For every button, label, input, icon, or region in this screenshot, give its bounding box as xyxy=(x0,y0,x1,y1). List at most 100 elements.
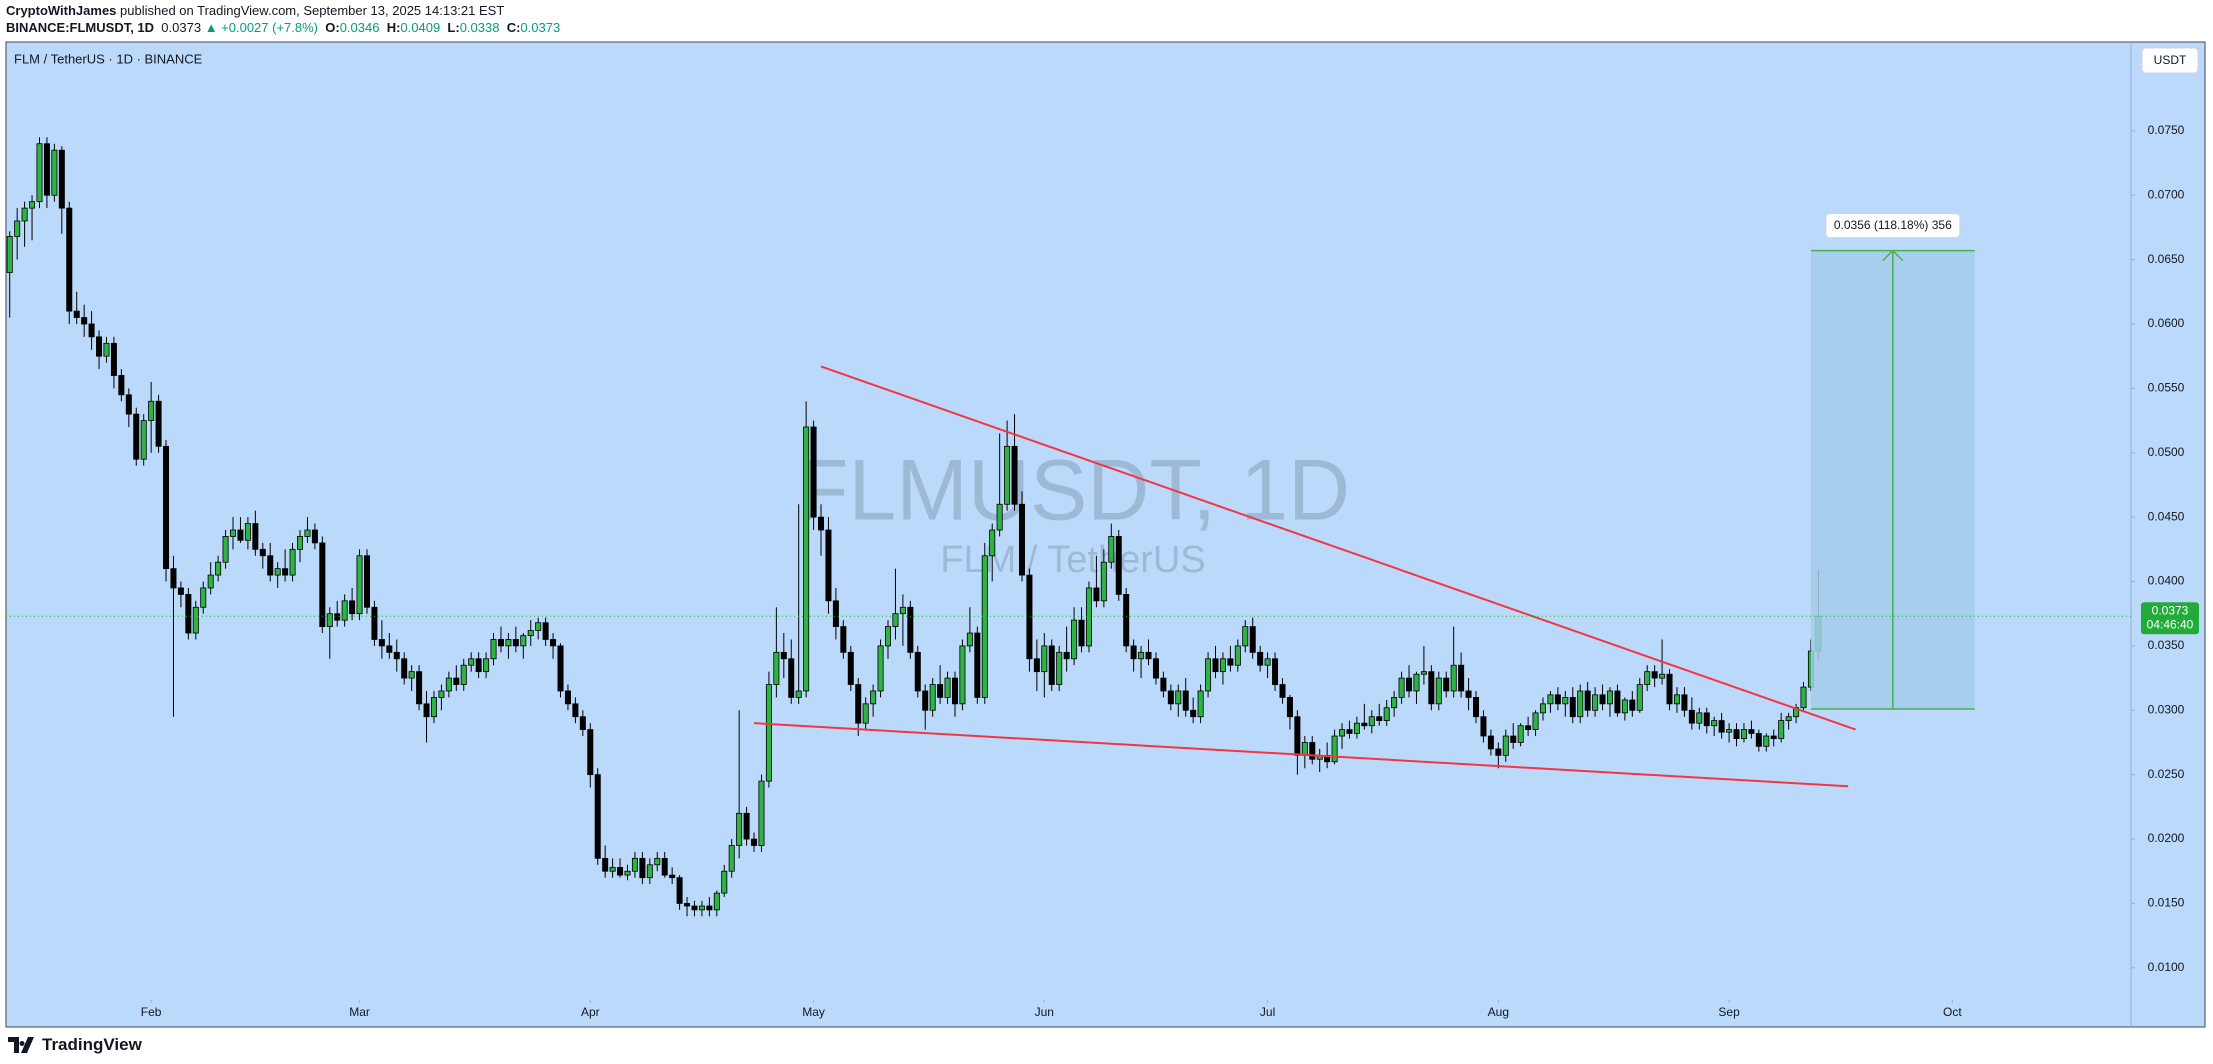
change: ▲ +0.0027 (+7.8%) xyxy=(204,20,319,35)
candle-body xyxy=(311,529,318,544)
candle-body xyxy=(401,658,408,679)
candle-body xyxy=(1763,735,1770,747)
candle-body xyxy=(1167,690,1174,705)
ohlc-line: BINANCE:FLMUSDT, 1D 0.0373 ▲ +0.0027 (+7… xyxy=(6,19,560,36)
candle-body xyxy=(966,632,973,647)
candle-body xyxy=(497,639,504,647)
candle-body xyxy=(885,626,892,647)
x-tick-label: May xyxy=(802,1005,825,1019)
watermark: FLMUSDT, 1D xyxy=(796,443,1350,539)
y-tick-label: 0.0150 xyxy=(2148,896,2185,910)
candle-body xyxy=(468,658,475,666)
candle-body xyxy=(1659,673,1666,679)
candle-body xyxy=(1138,651,1145,660)
candle-body xyxy=(1629,699,1636,711)
candle-body xyxy=(1800,686,1807,709)
candle-body xyxy=(1376,716,1383,721)
candle-body xyxy=(676,877,683,904)
candle-body xyxy=(1614,690,1621,714)
candle-body xyxy=(252,523,259,550)
candle-body xyxy=(736,812,743,846)
candle-body xyxy=(386,645,393,653)
candle-body xyxy=(527,630,534,636)
candle-body xyxy=(1688,709,1695,724)
candle-body xyxy=(483,658,490,673)
plot-area xyxy=(6,137,1975,917)
y-tick-label: 0.0550 xyxy=(2148,381,2185,395)
candle-body xyxy=(1004,445,1011,505)
y-tick-label: 0.0350 xyxy=(2148,638,2185,652)
candle-body xyxy=(818,516,825,531)
candle-body xyxy=(1123,593,1130,647)
candle-body xyxy=(125,394,132,415)
candle-body xyxy=(974,632,981,698)
candle-body xyxy=(1033,658,1040,673)
trend-line xyxy=(753,722,1849,788)
l-value: 0.0338 xyxy=(459,20,500,35)
o-label: O: xyxy=(325,20,340,35)
candle-body xyxy=(6,236,13,273)
candle-body xyxy=(1391,697,1398,709)
candle-body xyxy=(177,587,184,595)
candle-body xyxy=(929,684,936,711)
trend-line xyxy=(820,365,1856,731)
candle-body xyxy=(520,635,527,647)
currency-button[interactable] xyxy=(2141,47,2199,74)
candle-body xyxy=(1606,690,1613,705)
candle-body xyxy=(349,600,356,615)
candle-body xyxy=(1078,619,1085,647)
candle-body xyxy=(1428,671,1435,705)
candle-body xyxy=(1108,536,1115,563)
candle-body xyxy=(1473,697,1480,718)
c-label: C: xyxy=(506,20,521,35)
candle-body xyxy=(341,600,348,621)
candle-body xyxy=(1130,645,1137,660)
candle-body xyxy=(721,870,728,894)
candle-body xyxy=(1510,735,1517,743)
candle-body xyxy=(728,845,735,872)
candle-body xyxy=(1778,720,1785,740)
candle-body xyxy=(1480,716,1487,737)
candle-body xyxy=(832,600,839,627)
candle-body xyxy=(1048,645,1055,685)
candle-body xyxy=(922,690,929,711)
candle-body xyxy=(773,651,780,685)
candle-body xyxy=(1562,697,1569,705)
candle-body xyxy=(1599,694,1606,705)
candle-body xyxy=(1339,729,1346,737)
candle-body xyxy=(1160,677,1167,692)
candle-body xyxy=(475,658,482,673)
candle-body xyxy=(631,857,638,872)
candle-body xyxy=(29,201,36,209)
candle-body xyxy=(1621,699,1628,714)
candle-body xyxy=(1353,722,1360,734)
candle-body xyxy=(1152,658,1159,679)
candle-body xyxy=(1532,712,1539,730)
candle-body xyxy=(706,905,713,911)
candle-body xyxy=(1435,677,1442,705)
x-tick-label: Feb xyxy=(141,1005,162,1019)
o-value: 0.0346 xyxy=(339,20,380,35)
x-tick-label: Mar xyxy=(349,1005,370,1019)
candle-body xyxy=(416,671,423,705)
candle-body xyxy=(1205,658,1212,692)
candle-body xyxy=(334,613,341,621)
currency-label[interactable]: USDT xyxy=(2154,53,2187,67)
candle-body xyxy=(1383,707,1390,721)
candle-body xyxy=(535,622,542,631)
candle-body xyxy=(363,555,370,608)
candle-body xyxy=(1733,729,1740,740)
candle-body xyxy=(609,866,616,872)
candle-body xyxy=(758,780,765,846)
candle-body xyxy=(1286,697,1293,718)
candle-body xyxy=(1554,694,1561,705)
candle-body xyxy=(892,613,899,627)
author: CryptoWithJames xyxy=(6,3,117,18)
candle-body xyxy=(21,207,28,222)
candle-body xyxy=(423,703,430,718)
candle-body xyxy=(646,864,653,879)
candle-body xyxy=(751,838,758,846)
candle-body xyxy=(1182,690,1189,711)
candle-body xyxy=(1487,735,1494,750)
candle-body xyxy=(743,812,750,840)
